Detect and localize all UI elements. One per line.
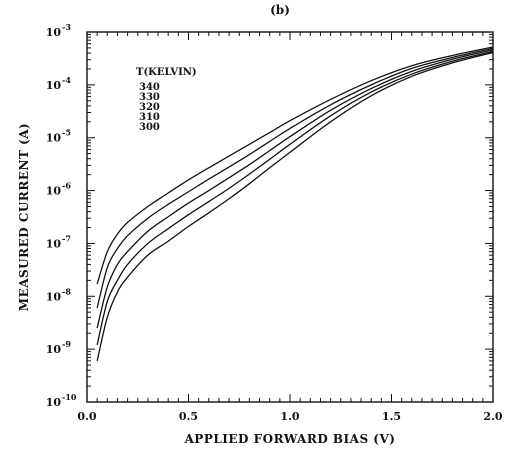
series-line-320 [96,49,494,329]
y-tick-exponent: -5 [62,128,71,138]
y-tick-exponent: -6 [62,181,71,191]
y-tick-label: 10 [46,343,62,356]
legend-entry: 330 [139,92,160,103]
legend-entry: 300 [139,122,160,133]
x-tick-label: 1.5 [382,410,401,423]
x-tick-label: 0.0 [77,410,96,423]
legend-entry: 340 [139,82,160,93]
legend-entry: 320 [139,102,160,113]
x-tick-labels: 0.0 0.5 1.0 1.5 2.0 [77,410,502,423]
y-tick-exponent: -4 [62,75,71,85]
x-tick-label: 0.5 [179,410,198,423]
y-tick-label: 10 [46,132,62,145]
y-tick-label: 10 [46,79,62,92]
y-tick-exponent: -10 [62,392,77,402]
x-tick-label: 2.0 [483,410,502,423]
y-tick-label: 10 [46,185,62,198]
y-tick-exponent: -3 [62,22,71,32]
x-axis-title: APPLIED FORWARD BIAS (V) [184,432,396,446]
y-tick-label: 10 [46,396,62,409]
y-tick-exponent: -9 [62,339,71,349]
series-lines [96,46,494,362]
series-line-300 [96,51,494,362]
y-tick-exponent: -7 [62,233,71,243]
panel-label: (b) [270,3,290,17]
y-tick-label: 10 [46,237,62,250]
axis-ticks [86,31,494,403]
y-tick-exponent: -8 [62,286,71,296]
series-line-340 [96,46,494,285]
series-line-330 [96,47,494,309]
series-line-310 [96,50,494,346]
legend-title: T(KELVIN) [136,67,197,78]
y-tick-label: 10 [46,26,62,39]
x-tick-label: 1.0 [280,410,299,423]
y-axis-title: MEASURED CURRENT (A) [17,123,31,311]
legend-entry: 310 [139,112,160,123]
y-tick-label: 10 [46,290,62,303]
